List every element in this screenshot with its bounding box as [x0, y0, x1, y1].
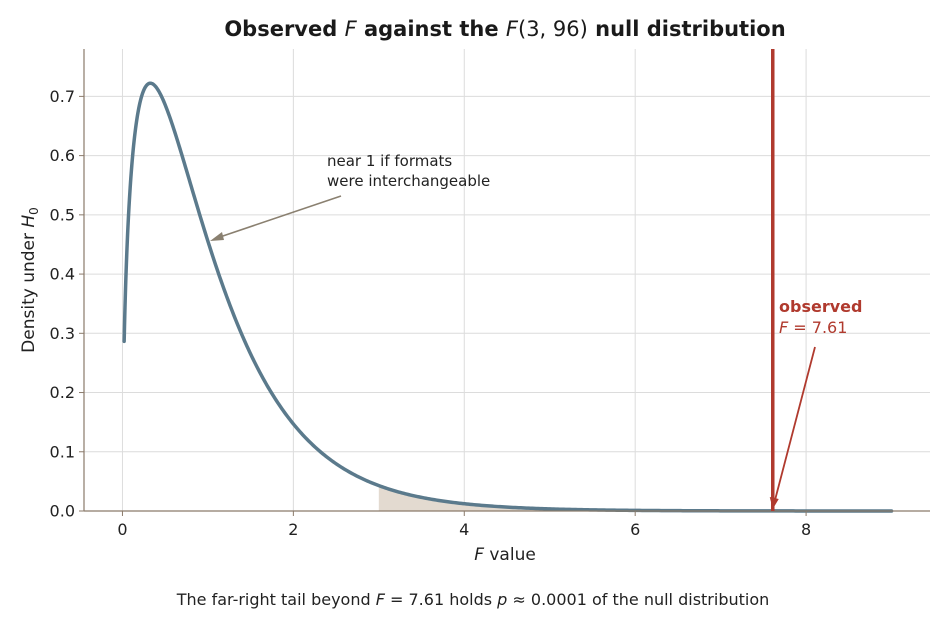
y-tick-label: 0.4 [50, 265, 75, 284]
y-tick-label: 0.2 [50, 383, 75, 402]
gridlines [84, 49, 930, 512]
y-tick-label: 0.7 [50, 87, 75, 106]
observed-line-group [769, 49, 816, 511]
y-tick-label: 0.5 [50, 205, 75, 224]
shaded-tail-region [378, 485, 892, 511]
x-tick-label: 2 [288, 520, 298, 539]
y-tick-labels: 0.0 0.1 0.2 0.3 0.4 0.5 0.6 0.7 [50, 87, 84, 521]
density-curve [122, 81, 894, 513]
x-tick-label: 4 [459, 520, 469, 539]
observed-label: observed [779, 297, 862, 316]
axes [83, 49, 930, 512]
observed-value-label: F = 7.61 [779, 318, 847, 337]
caption: The far-right tail beyond F = 7.61 holds… [176, 590, 770, 609]
observed-arrowhead [769, 497, 779, 509]
tail-area [378, 485, 892, 511]
annotation-arrowhead [210, 232, 224, 241]
annotation-arrow [213, 195, 342, 240]
chart-title: Observed F against the F(3, 96) null dis… [224, 17, 785, 41]
x-tick-label: 8 [801, 520, 811, 539]
annotation-line-2: were interchangeable [327, 172, 490, 190]
y-tick-label: 0.6 [50, 146, 75, 165]
x-tick-label: 0 [117, 520, 127, 539]
observed-arrow [773, 346, 816, 502]
y-tick-label: 0.0 [50, 502, 75, 521]
x-axis-label: F value [474, 545, 536, 565]
format-annotation: near 1 if formats were interchangeable [210, 152, 490, 241]
x-tick-labels: 0 2 4 6 8 [117, 511, 811, 539]
density-line [122, 81, 894, 513]
x-tick-label: 6 [630, 520, 640, 539]
y-tick-label: 0.1 [50, 442, 75, 461]
y-tick-label: 0.3 [50, 324, 75, 343]
annotation-line-1: near 1 if formats [327, 152, 452, 170]
y-axis-label: Density under H0 [19, 207, 41, 353]
